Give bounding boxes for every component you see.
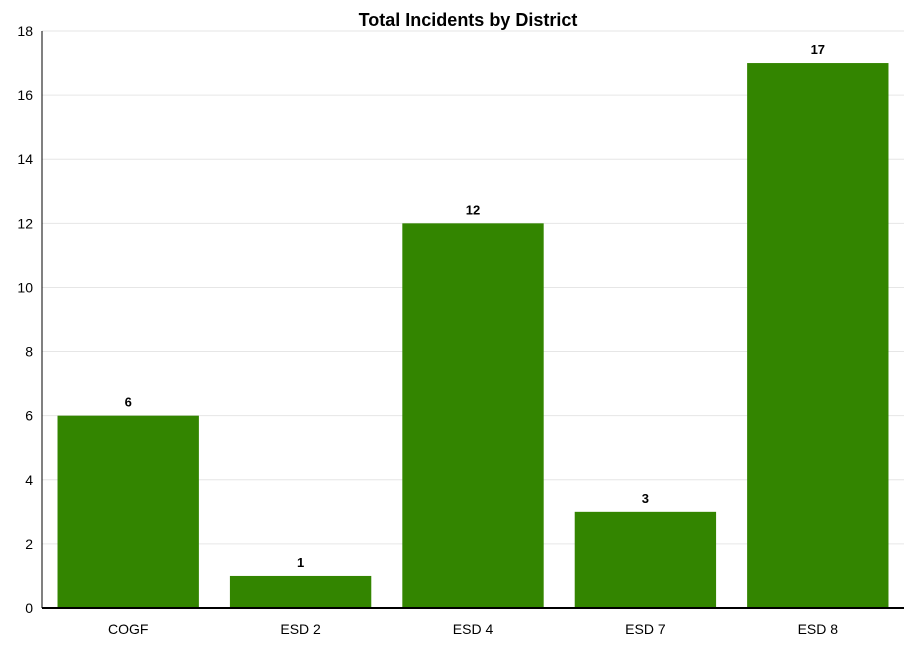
x-axis-ticks: COGF ESD 2 ESD 4 ESD 7 ESD 8 <box>108 621 838 637</box>
y-tick-label: 18 <box>17 23 33 39</box>
chart-title: Total Incidents by District <box>359 10 578 30</box>
y-axis-ticks: 0 2 4 6 8 10 12 14 16 18 <box>17 23 33 616</box>
bar-esd-8 <box>747 63 889 609</box>
x-tick-label: ESD 8 <box>798 621 839 637</box>
y-tick-label: 16 <box>17 87 33 103</box>
x-tick-label: COGF <box>108 621 148 637</box>
y-tick-label: 14 <box>17 151 33 167</box>
data-label: 17 <box>811 42 825 57</box>
bar-esd-2 <box>229 575 372 608</box>
y-tick-label: 2 <box>25 536 33 552</box>
x-tick-label: ESD 7 <box>625 621 666 637</box>
data-labels: 6 1 12 3 17 <box>125 42 825 570</box>
bar-esd-4 <box>402 223 544 609</box>
data-label: 12 <box>466 202 480 217</box>
y-tick-label: 10 <box>17 279 33 295</box>
y-tick-label: 8 <box>25 344 33 360</box>
data-label: 3 <box>642 491 649 506</box>
y-tick-label: 0 <box>25 600 33 616</box>
data-label: 1 <box>297 555 304 570</box>
bar-cogf <box>57 415 199 608</box>
bars <box>57 63 889 609</box>
y-tick-label: 4 <box>25 472 33 488</box>
x-tick-label: ESD 4 <box>453 621 494 637</box>
x-tick-label: ESD 2 <box>280 621 321 637</box>
bar-esd-7 <box>574 511 717 608</box>
y-tick-label: 12 <box>17 215 33 231</box>
data-label: 6 <box>125 395 132 410</box>
y-tick-label: 6 <box>25 408 33 424</box>
